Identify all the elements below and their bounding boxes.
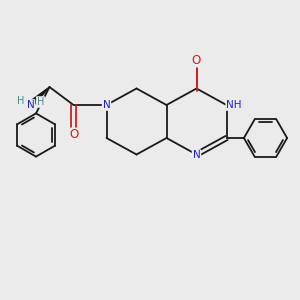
Text: O: O (192, 53, 201, 67)
Polygon shape (28, 87, 50, 107)
Text: O: O (69, 128, 78, 142)
Text: NH: NH (226, 100, 242, 110)
Text: N: N (193, 150, 200, 160)
Text: H: H (17, 95, 25, 106)
Text: N: N (27, 100, 34, 110)
Text: N: N (103, 100, 110, 110)
Text: H: H (37, 97, 44, 107)
